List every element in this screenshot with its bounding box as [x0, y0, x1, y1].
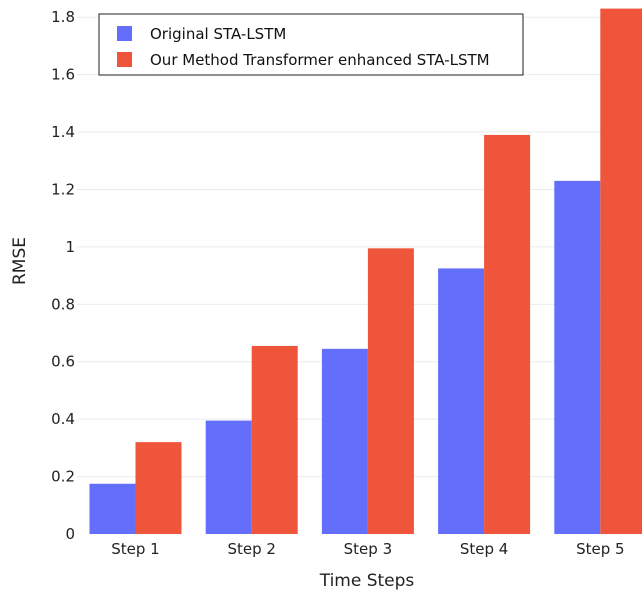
bar-original-1: [89, 483, 136, 534]
x-tick-label: Step 5: [576, 540, 624, 558]
bar-original-5: [554, 180, 601, 534]
y-tick-label: 0.2: [51, 468, 75, 486]
legend-label-our-method: Our Method Transformer enhanced STA-LSTM: [150, 51, 490, 69]
x-tick-label: Step 2: [227, 540, 275, 558]
bar-our-method-5: [600, 8, 642, 535]
legend-swatch-our-method: [117, 52, 132, 67]
y-axis-title: RMSE: [10, 237, 30, 285]
legend-box: [98, 13, 524, 76]
y-axis-ticks: 0 0.2 0.4 0.6 0.8 1 1.2 1.4 1.6 1.8: [51, 8, 75, 543]
bar-our-method-1: [135, 442, 182, 534]
y-tick-label: 1.2: [51, 180, 75, 198]
bar-our-method-2: [251, 345, 298, 534]
y-tick-label: 1.6: [51, 66, 75, 84]
x-axis-ticks: Step 1 Step 2 Step 3 Step 4 Step 5: [111, 540, 624, 558]
x-tick-label: Step 4: [460, 540, 508, 558]
bar-original-4: [438, 268, 485, 534]
y-tick-label: 0.6: [51, 353, 75, 371]
y-tick-label: 1.8: [51, 8, 75, 26]
y-tick-label: 1.4: [51, 123, 75, 141]
y-tick-label: 0: [65, 525, 75, 543]
y-tick-label: 1: [65, 238, 75, 256]
bar-our-method-3: [367, 248, 414, 534]
y-tick-label: 0.8: [51, 295, 75, 313]
bars: [89, 8, 642, 535]
x-tick-label: Step 1: [111, 540, 159, 558]
bar-original-2: [205, 420, 252, 534]
bar-original-3: [321, 348, 368, 534]
legend: Original STA-LSTM Our Method Transformer…: [98, 13, 524, 76]
x-tick-label: Step 3: [344, 540, 392, 558]
x-axis-title: Time Steps: [319, 571, 415, 591]
legend-label-original: Original STA-LSTM: [150, 25, 286, 43]
y-tick-label: 0.4: [51, 410, 75, 428]
bar-our-method-4: [484, 134, 531, 534]
legend-swatch-original: [117, 26, 132, 41]
